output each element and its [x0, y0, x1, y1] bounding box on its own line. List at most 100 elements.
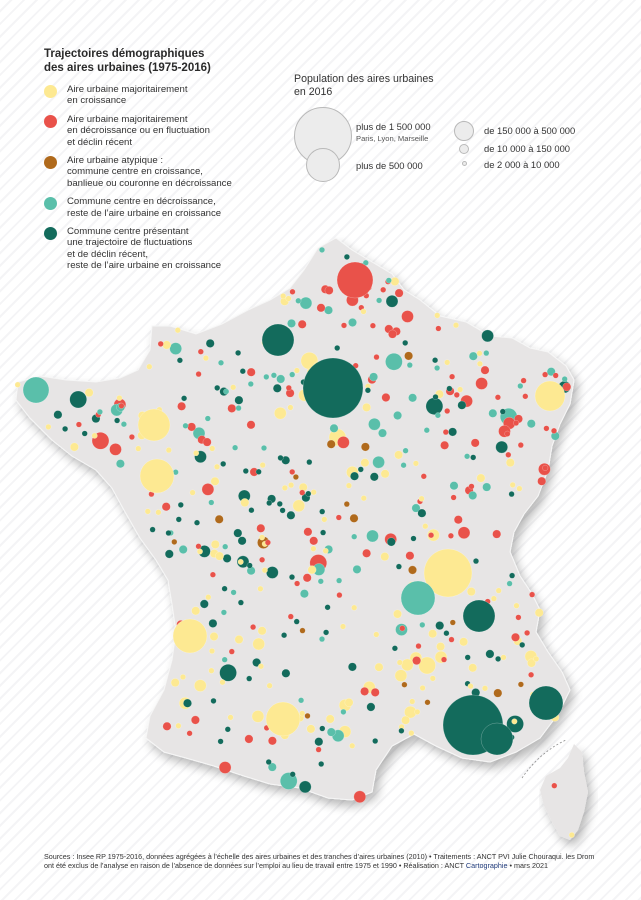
city-bubble: [434, 312, 441, 319]
city-bubble: [513, 420, 520, 427]
city-bubble: [401, 310, 414, 323]
city-bubble: [202, 355, 209, 362]
city-bubble: [164, 549, 174, 559]
city-bubble: [473, 558, 480, 565]
city-bubble: [235, 349, 242, 356]
city-bubble: [432, 394, 439, 401]
city-bubble: [343, 253, 350, 260]
city-bubble: [360, 442, 370, 452]
city-bubble: [508, 491, 515, 498]
city-bubble: [22, 376, 50, 404]
city-bubble: [468, 483, 475, 490]
city-bubble: [504, 430, 511, 437]
legend-label: Commune centre présentant une trajectoir…: [67, 226, 222, 272]
city-bubble: [362, 402, 371, 412]
circle-size-s-icon: [459, 144, 469, 154]
city-bubble: [528, 685, 564, 721]
city-bubble: [419, 621, 426, 628]
legend-title-line1: Trajectoires démographiques: [44, 48, 205, 60]
city-bubble: [534, 380, 566, 412]
city-bubble: [464, 654, 471, 661]
city-bubble: [429, 675, 436, 682]
city-bubble: [209, 632, 219, 641]
city-bubble: [135, 445, 142, 452]
city-bubble: [228, 648, 235, 655]
city-bubble: [542, 371, 549, 378]
city-bubble: [165, 447, 172, 454]
city-bubble: [374, 662, 384, 672]
city-bubble: [324, 285, 334, 295]
city-bubble: [500, 654, 507, 661]
city-bubble: [318, 761, 325, 768]
city-bubble: [261, 567, 268, 574]
dark-green-circle-icon: [44, 227, 57, 241]
city-bubble: [482, 482, 492, 492]
city-bubble: [423, 548, 473, 598]
city-bubble: [222, 554, 232, 563]
city-bubble: [317, 578, 324, 585]
city-bubble: [524, 629, 531, 636]
city-bubble: [162, 721, 172, 731]
circle-size-m-icon: [454, 121, 474, 141]
city-bubble: [258, 663, 265, 670]
city-bubble: [360, 458, 370, 468]
city-bubble: [428, 629, 437, 639]
city-bubble: [309, 536, 319, 546]
city-bubble: [340, 708, 347, 715]
city-bubble: [337, 436, 350, 449]
city-bubble: [292, 499, 305, 512]
city-bubble: [432, 357, 439, 364]
city-bubble: [400, 580, 436, 616]
city-bubble: [369, 372, 378, 382]
city-bubble: [443, 630, 450, 637]
city-bubble: [219, 679, 226, 686]
city-bubble: [329, 423, 339, 433]
city-bubble: [542, 464, 549, 471]
city-bubble: [515, 614, 522, 621]
city-bubble: [81, 430, 88, 437]
city-bubble: [259, 556, 266, 563]
corsica-separator: [521, 739, 567, 779]
city-bubble: [214, 514, 224, 524]
city-bubble: [319, 246, 326, 253]
city-bubble: [351, 533, 358, 540]
city-bubble: [128, 434, 135, 441]
city-bubble: [376, 297, 383, 304]
city-bubble: [322, 547, 329, 554]
city-bubble: [70, 442, 79, 452]
city-bubble: [394, 288, 404, 298]
city-bubble: [314, 737, 324, 747]
city-bubble: [449, 373, 456, 380]
city-bubble: [466, 587, 476, 596]
city-bubble: [495, 655, 502, 662]
city-bubble: [412, 460, 419, 467]
city-bubble: [247, 381, 254, 388]
city-bubble: [453, 515, 463, 525]
city-bubble: [281, 668, 291, 678]
city-bubble: [178, 545, 188, 554]
city-bubble: [360, 495, 367, 502]
teal-circle-icon: [44, 197, 57, 211]
city-bubble: [251, 710, 265, 723]
city-bubble: [187, 422, 197, 432]
city-bubble: [422, 523, 429, 530]
city-bubble: [517, 442, 524, 449]
city-bubble: [381, 393, 391, 402]
city-bubble: [468, 663, 478, 673]
city-bubble: [324, 305, 333, 315]
city-bubble: [480, 722, 514, 756]
city-bubble: [449, 619, 456, 626]
city-bubble: [234, 395, 244, 405]
city-bubble: [208, 667, 215, 674]
city-bubble: [453, 322, 460, 329]
city-bubble: [176, 357, 183, 364]
city-bubble: [298, 697, 305, 704]
city-bubble: [409, 698, 416, 705]
city-bubble: [230, 384, 237, 391]
city-bubble: [120, 421, 127, 428]
city-bubble: [434, 365, 441, 372]
city-bubble: [175, 722, 182, 729]
city-bubble: [139, 458, 175, 494]
city-bubble: [161, 502, 171, 512]
city-bubble: [215, 551, 224, 561]
